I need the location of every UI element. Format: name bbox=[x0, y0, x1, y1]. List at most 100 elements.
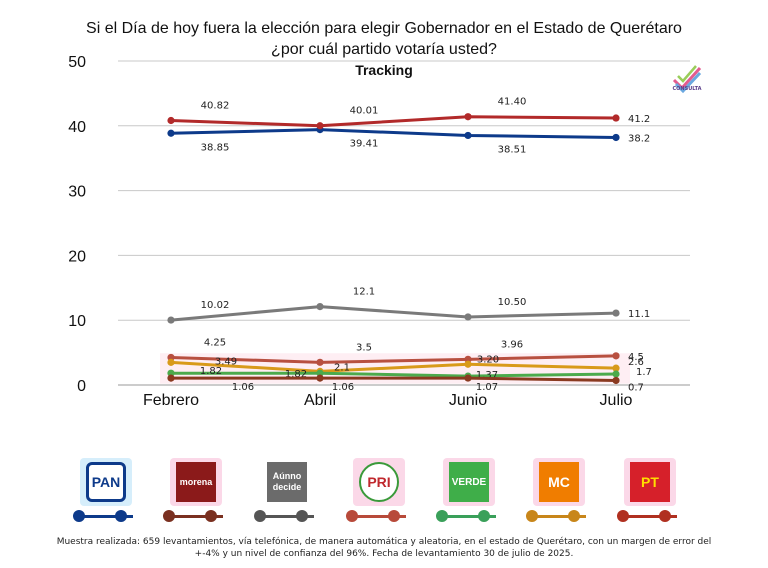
legend-dot bbox=[73, 510, 85, 522]
data-point bbox=[612, 352, 620, 360]
consulta-logo-icon bbox=[672, 65, 702, 94]
legend: PAN morena Aúnno decide PRI VERDE MC PT bbox=[0, 458, 768, 528]
data-point bbox=[167, 353, 175, 362]
y-axis-ticks: 0 10 20 30 40 50 bbox=[68, 54, 86, 395]
data-label: 41.40 bbox=[498, 97, 527, 108]
pan-logo-icon: PAN bbox=[86, 462, 126, 502]
y-tick-label: 0 bbox=[77, 378, 86, 395]
tracking-chart: 0 10 20 30 40 50 Febrero Abril Junio Julio Track… bbox=[68, 54, 690, 409]
series-line bbox=[170, 128, 617, 139]
data-label: 4.25 bbox=[204, 337, 226, 348]
series-mc: 3.49 2.1 3.20 2.6 bbox=[167, 354, 644, 375]
legend-dot bbox=[205, 510, 217, 522]
data-point bbox=[464, 131, 472, 140]
legend-dot bbox=[436, 510, 448, 522]
data-label: 2.1 bbox=[334, 362, 350, 373]
data-label: 1.06 bbox=[332, 382, 354, 393]
y-tick-label: 40 bbox=[68, 119, 86, 136]
data-point bbox=[464, 360, 472, 368]
legend-dot bbox=[478, 510, 490, 522]
series-pri: 4.25 3.5 3.96 4.5 bbox=[167, 337, 644, 366]
verde-logo-icon: VERDE bbox=[449, 462, 489, 502]
data-point bbox=[612, 133, 620, 142]
series-aúnno-decide: 10.02 12.1 10.50 11.1 bbox=[167, 287, 650, 324]
data-label: 38.51 bbox=[498, 144, 527, 155]
legend-line bbox=[623, 515, 677, 518]
pri-logo-icon: PRI bbox=[359, 462, 399, 502]
data-point bbox=[316, 358, 324, 366]
data-point bbox=[316, 302, 324, 311]
data-label: 39.41 bbox=[350, 139, 379, 150]
x-tick-label: Abril bbox=[304, 392, 336, 409]
series-line bbox=[170, 354, 617, 364]
data-label: 41.2 bbox=[628, 114, 650, 125]
data-label: 10.50 bbox=[498, 297, 527, 308]
series-verde: 1.82 1.82 1.37 1.7 bbox=[167, 366, 652, 381]
data-label: 1.07 bbox=[476, 382, 498, 393]
data-label: 1.82 bbox=[200, 366, 222, 377]
data-point bbox=[612, 309, 620, 317]
series-group: 38.85 39.41 38.51 38.2 40.82 40.01 41.40 41.2 10… bbox=[160, 97, 652, 393]
legend-item-aunno-decide: Aúnno decide bbox=[254, 458, 318, 528]
data-label: 0.7 bbox=[628, 382, 644, 393]
data-point bbox=[167, 316, 175, 324]
legend-dot bbox=[115, 510, 127, 522]
legend-logo-text: PAN bbox=[91, 474, 121, 490]
data-label: 38.2 bbox=[628, 133, 650, 144]
legend-line bbox=[352, 515, 406, 518]
legend-logo-text: morena bbox=[179, 477, 213, 487]
data-point bbox=[316, 369, 324, 377]
legend-dot bbox=[163, 510, 175, 522]
legend-item-morena: morena bbox=[163, 458, 227, 528]
pt-logo-icon: PT bbox=[630, 462, 670, 502]
data-point bbox=[612, 376, 620, 385]
legend-line bbox=[169, 515, 223, 518]
legend-dot bbox=[254, 510, 266, 522]
data-label: 11.1 bbox=[628, 309, 650, 320]
legend-dot bbox=[296, 510, 308, 522]
data-label: 3.20 bbox=[477, 354, 499, 365]
legend-dot bbox=[346, 510, 358, 522]
y-tick-label: 30 bbox=[68, 184, 86, 201]
footnote: Muestra realizada: 659 levantamientos, v… bbox=[56, 537, 712, 559]
data-point bbox=[167, 358, 175, 366]
legend-logo-text: PRI bbox=[367, 474, 391, 490]
legend-dot bbox=[568, 510, 580, 522]
data-label: 3.5 bbox=[356, 342, 372, 353]
legend-item-pri: PRI bbox=[346, 458, 410, 528]
data-label: 1.82 bbox=[285, 369, 307, 380]
series-morena: 40.82 40.01 41.40 41.2 bbox=[167, 97, 650, 130]
data-label: 4.5 bbox=[628, 352, 644, 363]
data-point bbox=[167, 369, 175, 377]
data-label: 40.01 bbox=[350, 106, 379, 117]
chart-title-line2: ¿por cuál partido votaría usted? bbox=[271, 41, 497, 58]
series-pan: 38.85 39.41 38.51 38.2 bbox=[167, 126, 650, 155]
data-label: 38.85 bbox=[201, 142, 230, 153]
chart-subtitle: Tracking bbox=[355, 62, 413, 78]
data-label: 3.96 bbox=[501, 339, 523, 350]
mc-logo-icon: MC bbox=[539, 462, 579, 502]
y-tick-label: 10 bbox=[68, 313, 86, 330]
legend-dot bbox=[659, 510, 671, 522]
data-point bbox=[464, 313, 472, 321]
x-tick-label: Junio bbox=[449, 392, 487, 409]
data-point bbox=[316, 374, 324, 382]
series-line bbox=[171, 376, 617, 382]
data-point bbox=[464, 113, 472, 121]
data-point bbox=[464, 374, 472, 382]
data-point bbox=[612, 364, 620, 372]
legend-dot bbox=[388, 510, 400, 522]
series-line bbox=[170, 115, 617, 128]
x-axis-ticks: Febrero Abril Junio Julio bbox=[143, 392, 633, 409]
legend-logo-text: VERDE bbox=[451, 476, 487, 488]
legend-item-verde: VERDE bbox=[436, 458, 500, 528]
legend-line bbox=[260, 515, 314, 518]
data-point bbox=[316, 122, 324, 130]
data-label: 3.49 bbox=[215, 356, 237, 367]
series-line bbox=[170, 360, 617, 373]
data-point bbox=[167, 116, 175, 125]
y-tick-label: 50 bbox=[68, 54, 86, 71]
data-label: 12.1 bbox=[353, 287, 375, 298]
legend-logo-text: MC bbox=[548, 474, 570, 490]
data-label: 40.82 bbox=[201, 100, 230, 111]
